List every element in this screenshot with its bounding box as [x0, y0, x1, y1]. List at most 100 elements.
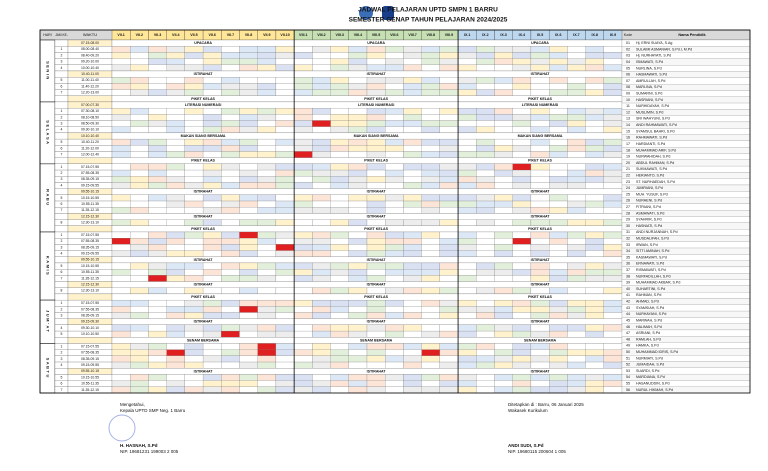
lesson-cell: [111, 126, 131, 133]
teacher-name: SUHARTINI, S.Pd: [636, 287, 665, 291]
lesson-cell: [202, 349, 222, 356]
lesson-cell: [239, 238, 258, 245]
lesson-cell: [348, 194, 368, 202]
lesson-cell: [130, 361, 149, 369]
class-label: VII.9: [263, 33, 270, 37]
lesson-cell: [494, 200, 513, 208]
jam-cell: [54, 225, 69, 233]
lesson-cell: [330, 269, 349, 276]
lesson-cell: [512, 46, 532, 53]
lesson-cell: [512, 231, 532, 239]
lesson-cell: [366, 287, 386, 295]
lesson-cell: [421, 231, 440, 239]
lesson-cell: [130, 380, 149, 387]
lesson-cell: [385, 244, 404, 251]
lesson-cell: [202, 275, 222, 282]
lesson-cell: [148, 200, 167, 208]
lesson-cell: [567, 312, 586, 319]
lesson-cell: [385, 269, 404, 276]
lesson-cell: [494, 231, 513, 239]
teacher-kode: 53: [626, 369, 630, 373]
lesson-cell: [512, 182, 532, 189]
banner: ISTIRAHAT: [194, 214, 214, 218]
lesson-cell: [221, 114, 240, 121]
lesson-cell: [439, 300, 459, 307]
lesson-cell: [130, 83, 149, 90]
lesson-cell: [111, 231, 131, 239]
lesson-cell: [439, 114, 459, 121]
lesson-cell: [348, 287, 368, 295]
lesson-cell: [439, 330, 459, 338]
lesson-cell: [366, 275, 386, 282]
lesson-cell: [166, 361, 185, 369]
banner: UPACARA: [367, 41, 385, 45]
lesson-cell: [257, 300, 277, 307]
jam: 4: [61, 252, 63, 256]
lesson-cell: [275, 46, 295, 53]
jam: 2: [61, 53, 63, 57]
lesson-cell: [603, 244, 623, 251]
lesson-cell: [421, 200, 440, 208]
lesson-cell: [184, 349, 204, 356]
lesson-cell: [476, 114, 495, 121]
lesson-cell: [294, 169, 313, 177]
banner: PIKET KELAS: [528, 227, 552, 231]
lesson-cell: [312, 287, 331, 295]
lesson-cell: [549, 231, 568, 239]
lesson-cell: [567, 194, 586, 202]
lesson-cell: [239, 169, 258, 177]
teacher-name: SULAIMI ASMANIAR, S.Pd.I, M.Pd: [636, 47, 692, 51]
lesson-cell: [275, 361, 295, 369]
banner: PIKET KELAS: [191, 295, 215, 299]
lesson-cell: [257, 269, 277, 276]
lesson-cell: [294, 361, 313, 369]
lesson-cell: [476, 120, 495, 127]
lesson-cell: [421, 52, 440, 59]
lesson-cell: [366, 380, 386, 387]
lesson-cell: [257, 262, 277, 270]
jam: 7: [61, 276, 63, 280]
lesson-cell: [184, 108, 204, 115]
lesson-cell: [348, 64, 368, 72]
lesson-cell: [202, 145, 222, 152]
lesson-cell: [403, 275, 422, 282]
lesson-cell: [348, 312, 368, 319]
lesson-cell: [312, 343, 331, 350]
lesson-cell: [130, 275, 149, 282]
lesson-cell: [385, 64, 404, 72]
lesson-cell: [275, 120, 295, 127]
lesson-cell: [603, 207, 623, 214]
teacher-name: AMRULLAH, S.Pd: [636, 79, 665, 83]
lesson-cell: [439, 52, 459, 59]
lesson-cell: [294, 194, 313, 202]
lesson-cell: [366, 77, 386, 84]
lesson-cell: [257, 275, 277, 282]
lesson-cell: [166, 207, 185, 214]
lesson-cell: [385, 330, 404, 338]
teacher-name: NURUL HIKMAH, S.Pd: [636, 388, 673, 392]
teacher-name: SRI WAHYUNI, S.Pd: [636, 117, 670, 121]
lesson-cell: [275, 126, 295, 133]
lesson-cell: [239, 343, 258, 350]
lesson-cell: [403, 58, 422, 65]
lesson-cell: [202, 114, 222, 121]
waktu: 10.40-11.20: [81, 140, 99, 144]
banner: ISTIRAHAT: [367, 369, 387, 373]
lesson-cell: [512, 306, 532, 313]
lesson-cell: [549, 126, 568, 133]
teacher-name: MUSLIMIN, S.Pd: [636, 110, 663, 114]
lesson-cell: [184, 145, 204, 152]
jam-cell: [54, 281, 69, 288]
lesson-cell: [221, 275, 240, 282]
lesson-cell: [330, 176, 349, 183]
lesson-cell: [385, 169, 404, 177]
teacher-name: ASMAWATI, S.Pd: [636, 211, 664, 215]
lesson-cell: [603, 386, 623, 394]
lesson-cell: [549, 64, 568, 72]
class-label: VIII.2: [317, 33, 325, 37]
lesson-cell: [111, 219, 131, 226]
lesson-cell: [439, 64, 459, 72]
lesson-cell: [603, 114, 623, 121]
lesson-cell: [221, 182, 240, 189]
jam-cell: [54, 213, 69, 220]
